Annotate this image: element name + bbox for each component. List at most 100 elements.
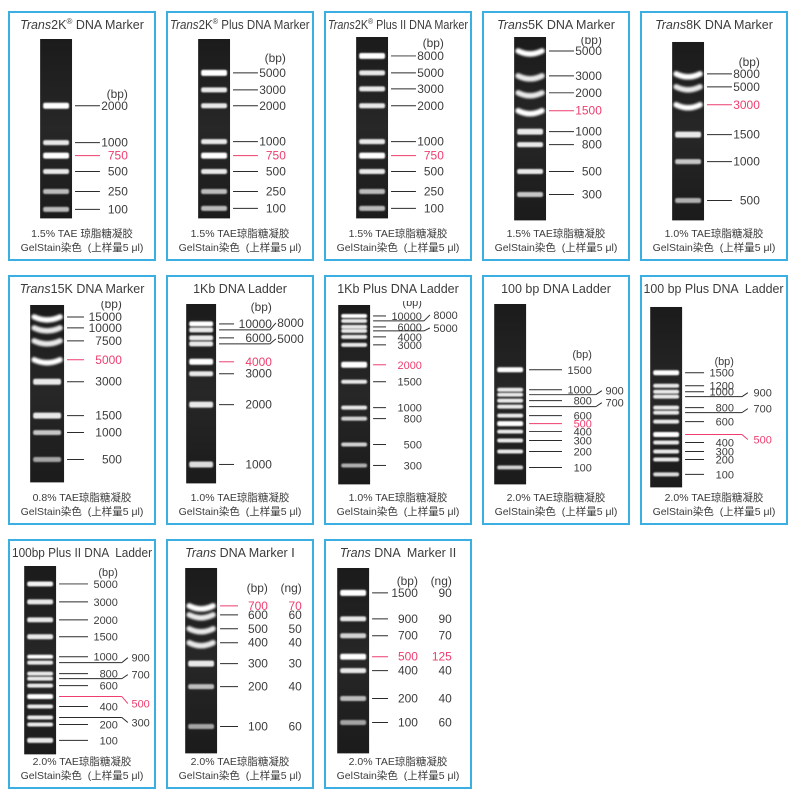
gel-band [27,599,54,605]
marker-row-3: 100bp Plus II DNA Ladder 5000 3000 2000 1500… [8,539,800,789]
title-part-m: 1Kb DNA Ladder [193,281,287,296]
footer-stain-info: GelStain染色 (上样量5 μl) [178,506,302,519]
footer-gel-type: 1.5% TAE琼脂糖凝胶 [348,228,448,241]
title-part-m: 1Kb Plus DNA Ladder [337,281,459,296]
gel-band [31,314,63,323]
bp-label: 750 [424,149,444,163]
gel-band [341,361,368,368]
ng-label: 90 [439,586,453,600]
gel-band [27,715,54,720]
gel-band [675,197,702,203]
leader-diagonal [423,314,431,322]
panel-footer: 2.0% TAE琼脂糖凝胶 GelStain染色 (上样量5 μl) [168,756,312,787]
footer-stain-info: GelStain染色 (上样量5 μl) [178,242,302,255]
gel-band [359,152,386,159]
panel-title: Trans2K® Plus II DNA Marker [326,13,470,37]
ng-label: 40 [289,636,303,650]
gel-band [31,356,63,366]
bp-label: 2000 [94,615,118,627]
leader-diagonal [269,322,277,331]
gel-band [517,128,544,135]
gel-lane [186,303,217,484]
bp-label: 300 [574,435,592,447]
ng-label: 90 [439,612,453,626]
bp-label: 8000 [733,67,760,81]
gel-band [43,188,70,194]
panel-title-text: 100 bp DNA Ladder [501,282,611,296]
bp-label: 100 [716,469,734,481]
panel-title-text: Trans2K® Plus DNA Marker [170,17,310,32]
bp-label: 100 [398,715,418,729]
panel-footer: 1.5% TAE 琼脂糖凝胶 GelStain染色 (上样量5 μl) [10,228,154,259]
gel-band [497,449,524,454]
bp-label: 900 [754,388,772,400]
panel-trans5k: Trans5K DNA Marker 5000 3000 2000 1500 1000 80… [482,11,630,261]
title-part-i: Trans [328,17,355,32]
title-part-m: 8K DNA Marker [686,17,773,32]
bp-label: 800 [716,403,734,415]
footer-gel-type: 1.0% TAE琼脂糖凝胶 [348,492,448,505]
gel-band [497,398,524,403]
gel-band [27,683,54,688]
bp-label: 1000 [710,387,734,399]
bp-label: 1000 [733,154,760,168]
ng-unit-header: (ng) [281,581,302,595]
title-part-m: 2K [198,17,213,32]
bp-label: 10000 [89,321,123,335]
bp-label: 500 [266,164,286,178]
bp-label: 600 [574,411,592,423]
gel-band [675,131,702,138]
footer-stain-info: GelStain染色 (上样量5 μl) [20,242,144,255]
footer-gel-type: 2.0% TAE琼脂糖凝胶 [32,756,132,769]
bp-label: 2000 [259,99,286,113]
panel-title-text: Trans DNA Marker II [340,546,456,560]
panel-100bp-plus2: 100bp Plus II DNA Ladder 5000 3000 2000 1500… [8,539,156,789]
gel-lane [40,38,73,219]
leader-diagonal [121,657,129,663]
gel-lane [30,304,65,483]
panel-title-text: Trans15K DNA Marker [20,282,145,296]
gel-band [189,358,214,365]
gel-band [675,159,702,164]
bp-label: 400 [574,426,592,438]
bp-label: 100 [108,202,128,216]
bp-label: 800 [100,669,118,681]
bp-label: 200 [716,454,734,466]
bp-label: 1000 [568,385,592,397]
gel-band [653,383,680,388]
title-part-r: Plus II DNA Marker [373,17,469,32]
gel-band [359,52,386,59]
gel-band [653,440,680,445]
gel-band [341,342,368,347]
gel-band [186,612,216,621]
gel-band [33,456,62,462]
panel-trans2k-plus2: Trans2K® Plus II DNA Marker 8000 5000 3000 2… [324,11,472,261]
gel-band [653,370,680,376]
footer-stain-info: GelStain染色 (上样量5 μl) [20,506,144,519]
bp-label: 2000 [575,86,602,100]
gel-band [27,581,54,587]
ng-label: 125 [432,650,452,664]
gel-band [27,617,54,623]
footer-gel-type: 1.5% TAE 琼脂糖凝胶 [31,228,133,241]
bp-label: 800 [574,396,592,408]
panel-title-text: Trans2K® Plus II DNA Marker [328,17,469,32]
bp-label: 1500 [575,104,602,118]
ng-label: 60 [289,608,303,622]
bp-label: 250 [424,184,444,198]
gel-figure: 5000 3000 2000 1500 1000 900 800 700 600 500 400 30… [24,565,150,755]
bp-label: 3000 [733,98,760,112]
bp-label: 1000 [575,125,602,139]
panel-title: 1Kb DNA Ladder [168,277,312,301]
panel-title: 100bp Plus II DNA Ladder [10,541,154,565]
bp-label: 5000 [417,66,444,80]
bp-unit-header: (bp) [251,301,272,314]
gel-band [341,405,368,410]
panel-100bp: 100 bp DNA Ladder 1500 1000 900 800 700 600 500… [482,275,630,525]
bp-label: 600 [248,608,268,622]
panel-footer: 1.5% TAE琼脂糖凝胶 GelStain染色 (上样量5 μl) [326,228,470,259]
bp-unit-header: (bp) [397,574,418,588]
title-part-m: 100 bp DNA Ladder [501,281,611,296]
